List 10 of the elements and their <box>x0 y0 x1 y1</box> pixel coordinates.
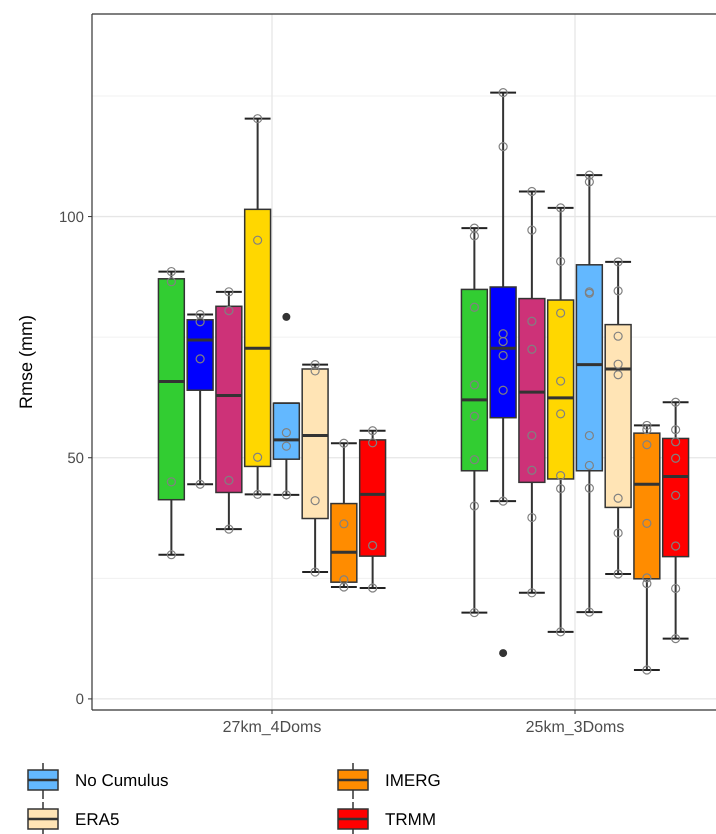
legend-label: ERA5 <box>75 810 120 829</box>
x-tick-label: 27km_4Doms <box>222 719 322 736</box>
y-axis-title: Rmse (mm) <box>16 315 36 409</box>
y-tick-label: 0 <box>76 691 84 708</box>
y-tick-label: 100 <box>58 208 84 226</box>
x-tick-label: 25km_3Doms <box>526 719 624 736</box>
legend-label: TRMM <box>385 810 436 829</box>
legend-label: IMERG <box>385 770 441 790</box>
y-tick-label: 50 <box>67 450 84 467</box>
legend-label: No Cumulus <box>75 770 169 790</box>
